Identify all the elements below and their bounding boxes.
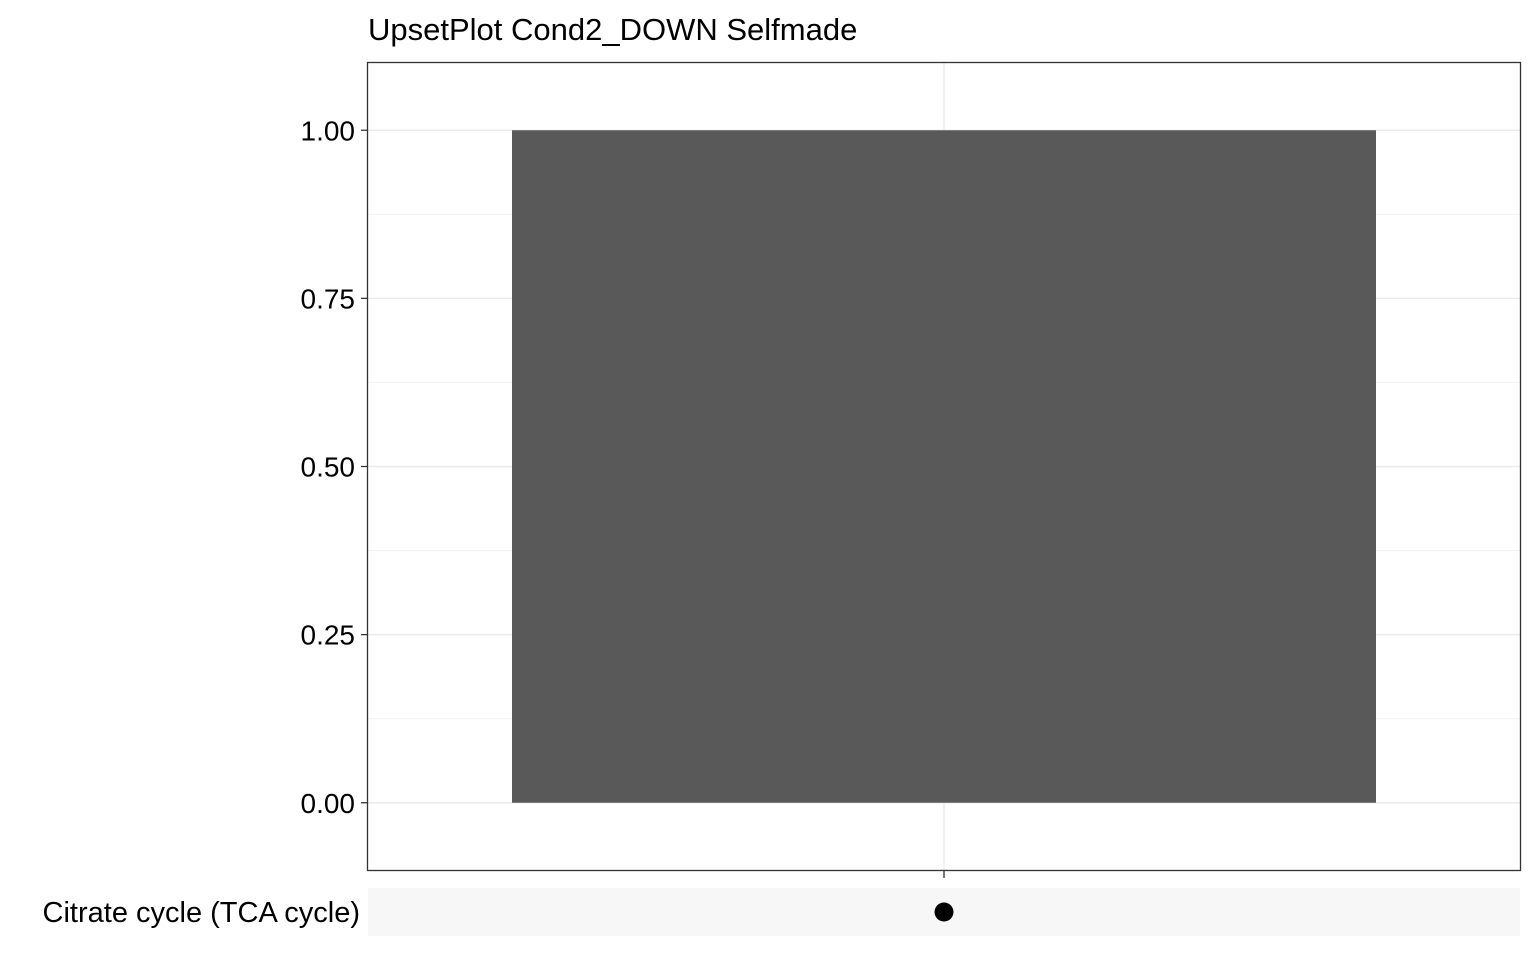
y-tick-label: 0.25 (301, 620, 356, 651)
intersection-matrix: Citrate cycle (TCA cycle) (43, 888, 1520, 936)
intersection-bar (512, 130, 1376, 803)
set-label: Citrate cycle (TCA cycle) (43, 897, 360, 929)
y-tick-label: 1.00 (301, 115, 356, 146)
y-axis: 0.00 0.25 0.50 0.75 1.00 (301, 115, 368, 819)
matrix-dot (934, 902, 954, 922)
y-tick-label: 0.75 (301, 283, 356, 314)
intersection-bars (512, 130, 1376, 803)
y-tick-label: 0.00 (301, 788, 356, 819)
y-tick-label: 0.50 (301, 452, 356, 483)
chart-title: UpsetPlot Cond2_DOWN Selfmade (368, 12, 857, 47)
